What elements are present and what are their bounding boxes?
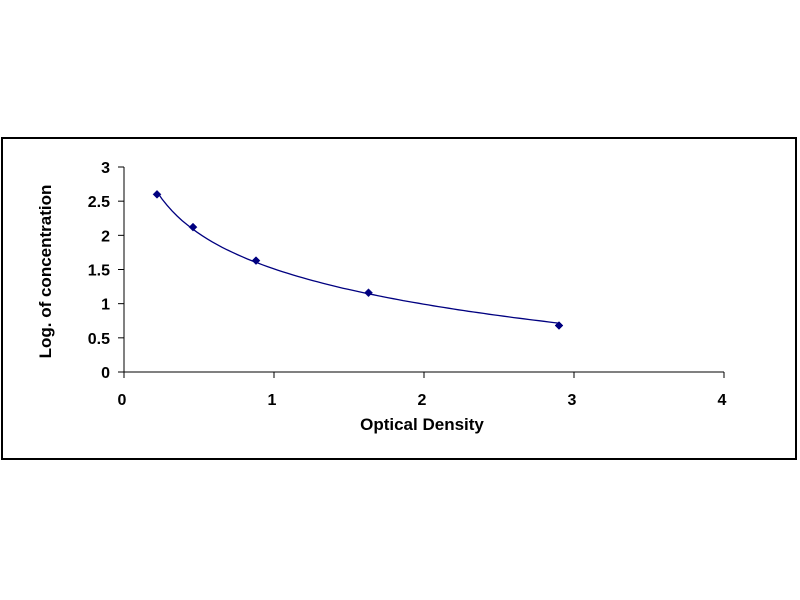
y-tick-label: 2: [101, 228, 110, 245]
y-tick-label: 3: [101, 160, 110, 177]
y-axis-title: Log. of concentration: [36, 185, 55, 359]
y-tick-label: 0.5: [88, 331, 110, 348]
y-tick-label: 0: [101, 365, 110, 382]
tick-labels: 0 0.5 1 1.5 2 2.5 3 0 1 2 3 4: [88, 160, 727, 409]
data-points: [152, 189, 564, 330]
x-tick-label: 3: [568, 392, 577, 409]
ticks: [118, 166, 725, 378]
x-tick-label: 4: [718, 392, 727, 409]
x-tick-label: 2: [418, 392, 427, 409]
data-point: [554, 321, 564, 330]
x-tick-label: 1: [268, 392, 277, 409]
x-axis-title: Optical Density: [360, 415, 484, 434]
data-point: [251, 256, 261, 265]
chart-frame: [1, 137, 797, 460]
data-point: [152, 189, 162, 199]
data-point: [188, 222, 198, 232]
y-tick-label: 1: [101, 297, 110, 314]
y-tick-label: 1.5: [88, 263, 110, 280]
fit-curve: [156, 191, 560, 324]
data-point: [364, 288, 373, 298]
axes: [123, 167, 724, 373]
y-tick-label: 2.5: [88, 194, 110, 211]
x-tick-label: 0: [118, 392, 127, 409]
